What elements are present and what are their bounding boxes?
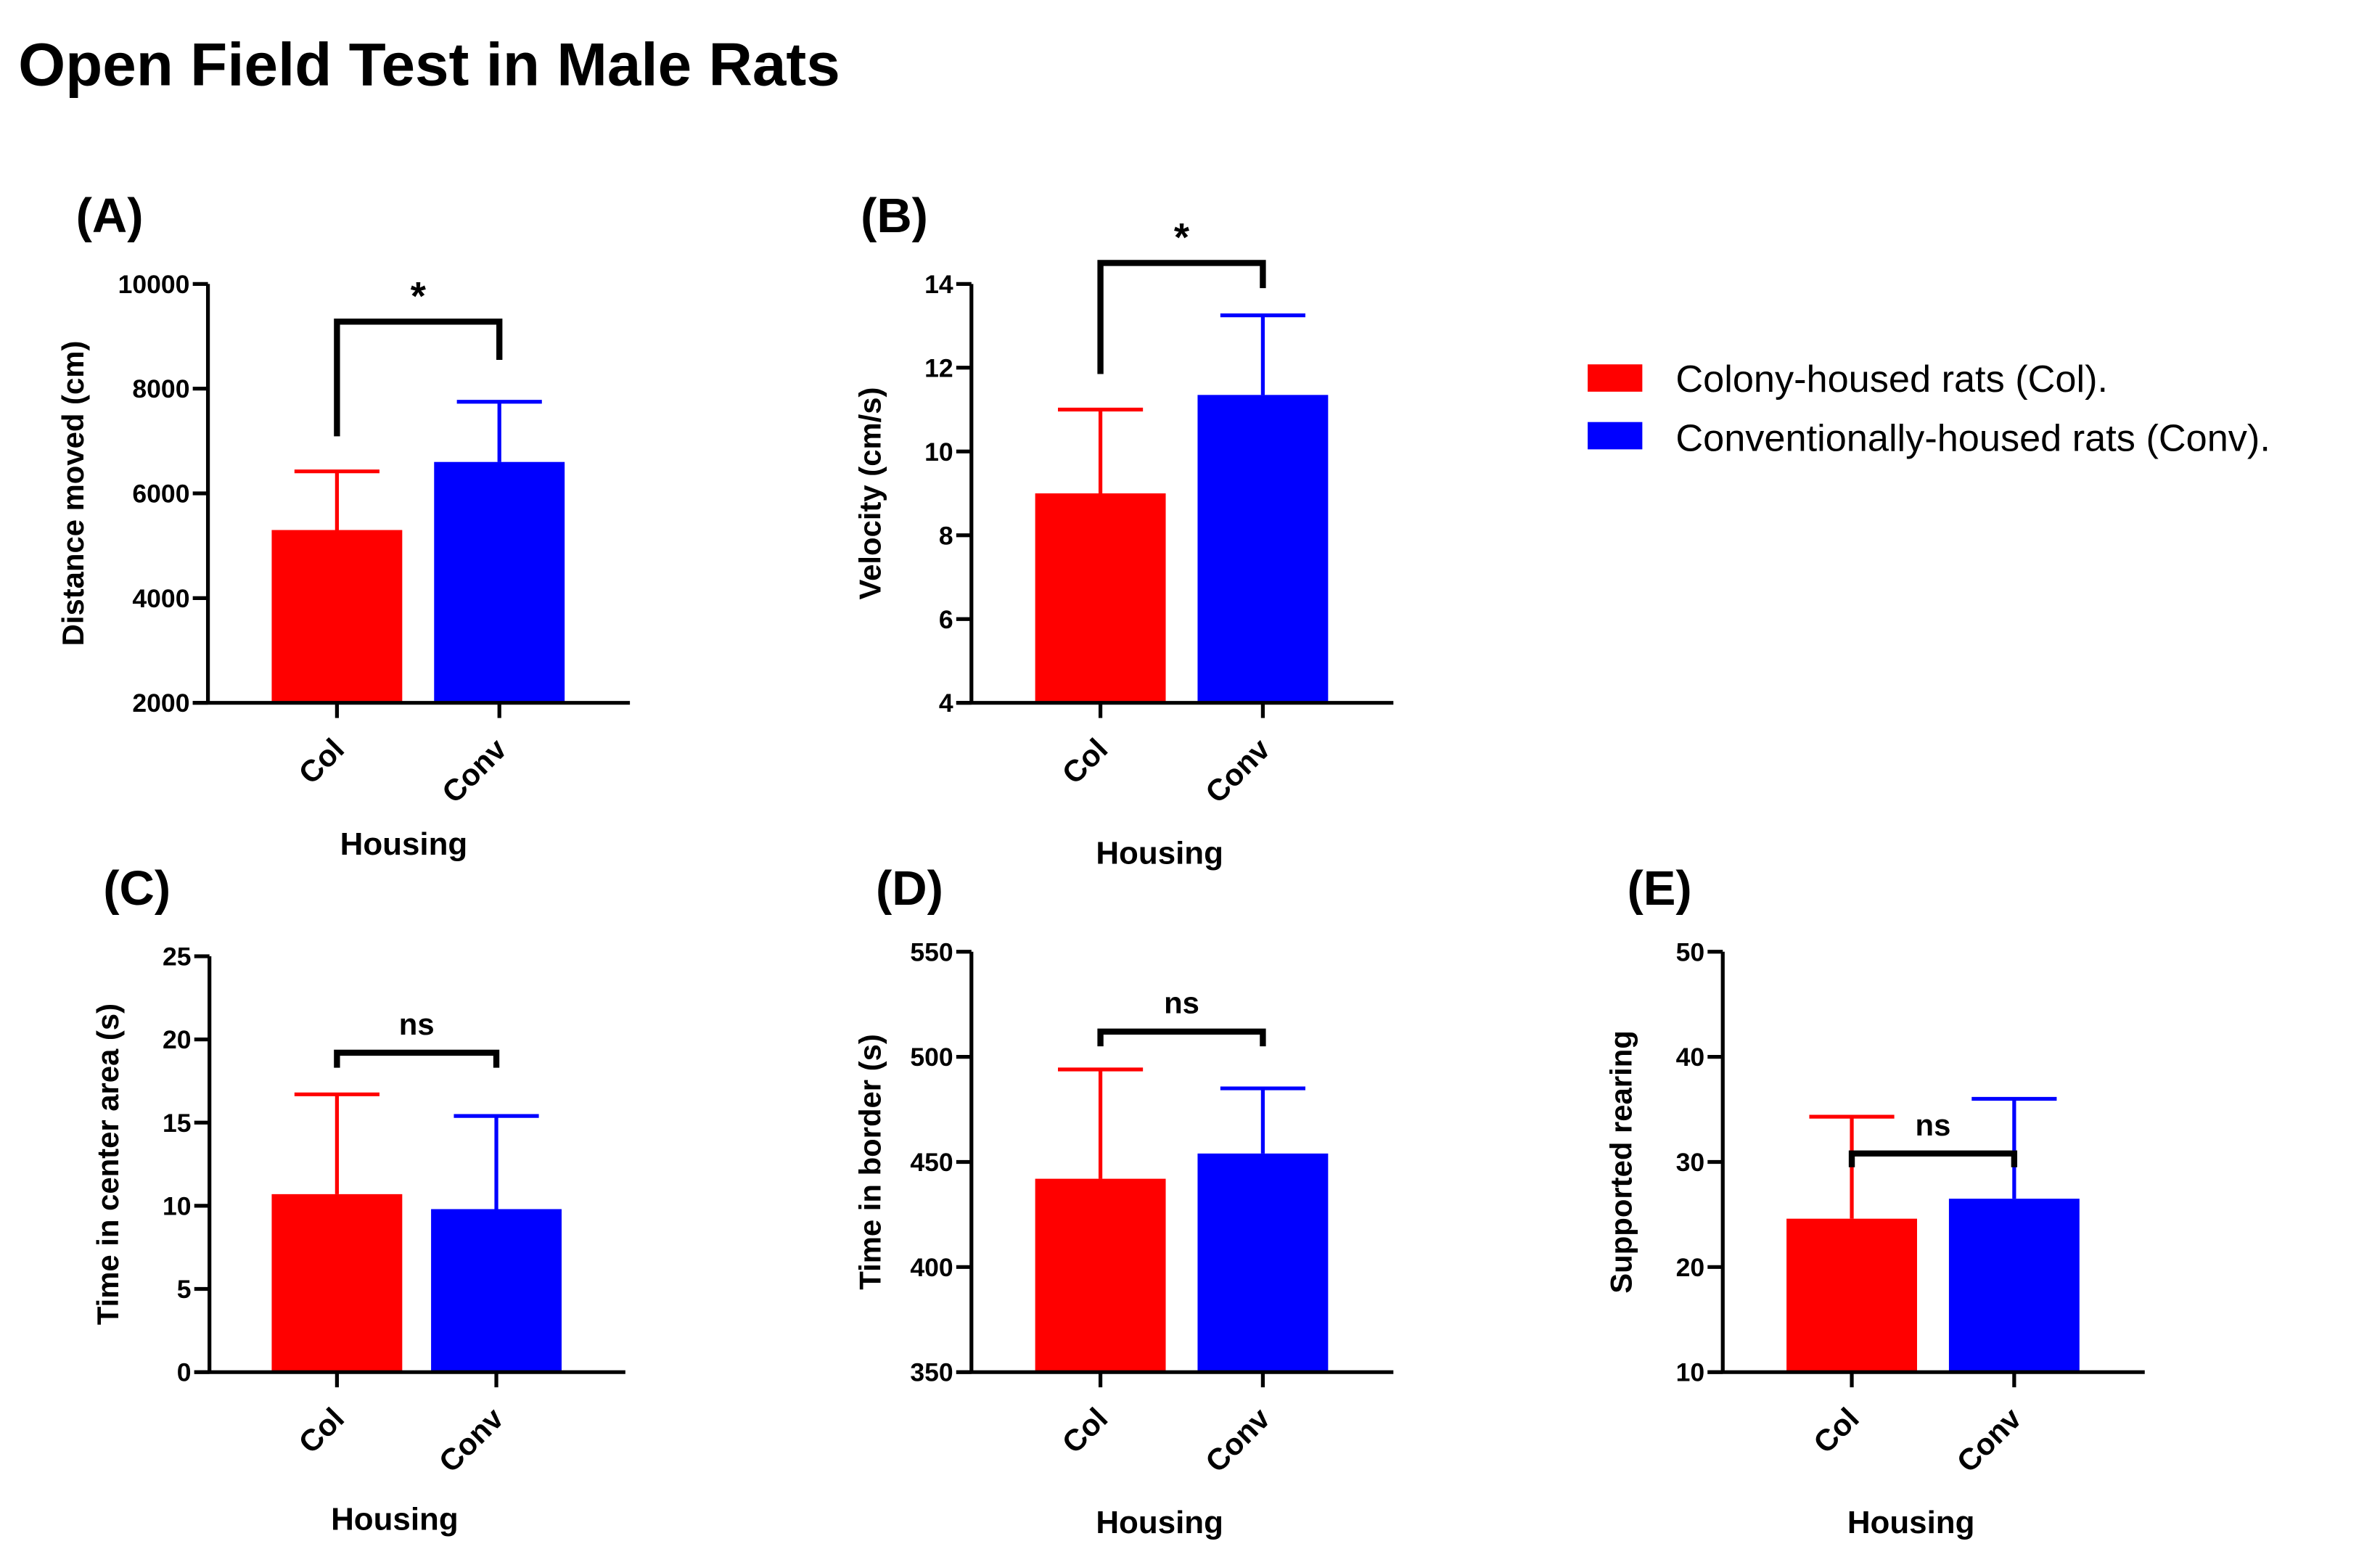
y-tick-label: 12	[924, 353, 953, 382]
y-tick-label: 4000	[132, 584, 189, 613]
bar-conv	[1197, 395, 1329, 703]
legend-label-conv: Conventionally-housed rats (Conv).	[1675, 417, 2270, 459]
y-tick-label: 5	[177, 1275, 192, 1304]
y-tick-label: 10	[1676, 1358, 1705, 1387]
x-axis-label: Housing	[340, 826, 468, 862]
x-tick-label: Col	[1055, 1401, 1114, 1460]
bar-col	[1786, 1218, 1917, 1373]
x-tick-label: Conv	[435, 731, 514, 810]
significance-bracket	[334, 1049, 500, 1068]
significance-label: ns	[1164, 986, 1199, 1020]
y-tick-label: 40	[1676, 1043, 1705, 1072]
y-tick-label: 10	[163, 1191, 192, 1220]
significance-label: ns	[1916, 1108, 1951, 1142]
figure-title: Open Field Test in Male Rats	[18, 30, 840, 98]
x-tick-label: Col	[1055, 732, 1114, 791]
x-tick-label: Conv	[1950, 1401, 2028, 1479]
x-axis-label: Housing	[1096, 1505, 1223, 1540]
bar-col	[1035, 493, 1166, 703]
y-tick-label: 20	[163, 1025, 192, 1054]
panel-label: (C)	[103, 861, 171, 916]
y-axis-label: Supported rearing	[1604, 1030, 1638, 1294]
panel-label: (E)	[1627, 861, 1691, 916]
y-axis-label: Time in border (s)	[853, 1034, 887, 1290]
y-tick-label: 400	[910, 1253, 953, 1282]
x-tick-label: Col	[292, 732, 350, 791]
y-tick-label: 4	[939, 689, 953, 718]
y-tick-label: 20	[1676, 1253, 1705, 1282]
y-tick-label: 15	[163, 1109, 192, 1138]
x-axis-label: Housing	[331, 1502, 459, 1537]
y-tick-label: 25	[163, 942, 192, 972]
bar-conv	[1197, 1153, 1329, 1373]
significance-label: *	[411, 274, 427, 319]
significance-bracket	[1097, 260, 1266, 374]
y-tick-label: 6	[939, 605, 953, 634]
panel-b: (B) Col Conv 4 6 8 10 12 14 Velocity (cm/s) Housin…	[853, 189, 1394, 871]
y-tick-label: 50	[1676, 937, 1705, 966]
bar-col	[271, 530, 403, 703]
y-tick-label: 30	[1676, 1148, 1705, 1177]
y-tick-label: 8000	[132, 374, 189, 403]
y-tick-label: 350	[910, 1358, 953, 1387]
panel-a: (A) Col Conv 2000 4000 6000 8000 10000 Distance …	[56, 189, 631, 862]
panel-e: (E) Col Conv 10 20 30 40 50 Supported rearing Hou…	[1604, 861, 2145, 1540]
legend-label-col: Colony-housed rats (Col).	[1675, 358, 2108, 401]
y-tick-label: 14	[924, 270, 953, 299]
x-axis-label: Housing	[1096, 835, 1223, 871]
y-tick-label: 8	[939, 521, 953, 550]
x-axis-label: Housing	[1847, 1505, 1975, 1540]
panel-label: (B)	[861, 189, 928, 243]
bar-conv	[434, 461, 565, 703]
significance-bracket	[334, 319, 503, 437]
y-tick-label: 10	[924, 438, 953, 467]
x-tick-label: Conv	[1199, 731, 1277, 810]
y-tick-label: 2000	[132, 689, 189, 718]
y-tick-label: 500	[910, 1043, 953, 1072]
legend: Colony-housed rats (Col). Conventionally…	[1588, 358, 2270, 459]
significance-bracket	[1848, 1150, 2018, 1167]
y-tick-label: 0	[177, 1358, 192, 1387]
bar-conv	[431, 1209, 562, 1373]
y-tick-label: 450	[910, 1148, 953, 1177]
y-tick-label: 6000	[132, 480, 189, 509]
panel-label: (A)	[76, 189, 144, 243]
significance-label: *	[1174, 215, 1190, 260]
bar-col	[271, 1194, 403, 1373]
y-axis-label: Time in center area (s)	[91, 1003, 125, 1325]
x-tick-label: Col	[1807, 1401, 1866, 1460]
y-axis-label: Distance moved (cm)	[56, 341, 90, 646]
significance-bracket	[1097, 1028, 1266, 1047]
panel-label: (D)	[876, 861, 943, 916]
bar-col	[1035, 1178, 1166, 1373]
bar-conv	[1948, 1199, 2080, 1373]
legend-swatch-conv	[1588, 422, 1643, 450]
panel-c: (C) Col Conv 0 5 10 15 20 25 Time in center area …	[91, 861, 625, 1537]
panel-d: (D) Col Conv 350 400 450 500 550 Time in border …	[853, 861, 1394, 1540]
x-tick-label: Conv	[432, 1401, 511, 1479]
y-axis-label: Velocity (cm/s)	[853, 387, 887, 600]
x-tick-label: Col	[292, 1401, 350, 1460]
y-tick-label: 550	[910, 937, 953, 966]
legend-swatch-col	[1588, 364, 1643, 392]
significance-label: ns	[399, 1007, 435, 1041]
x-tick-label: Conv	[1199, 1401, 1277, 1479]
y-tick-label: 10000	[118, 270, 190, 299]
